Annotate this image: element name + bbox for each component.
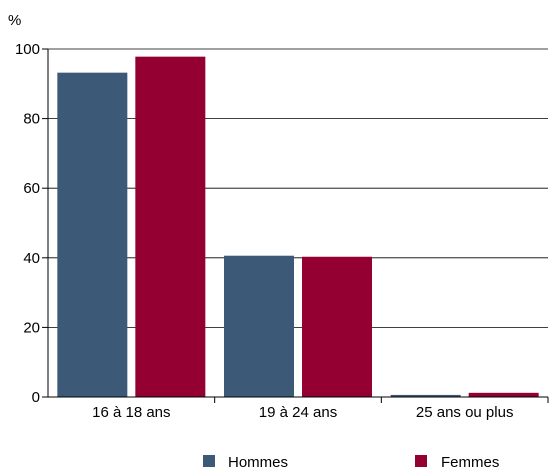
y-axis-unit-label: % [8, 12, 21, 29]
y-tick-label: 60 [23, 180, 40, 197]
x-tick-label: 25 ans ou plus [416, 404, 514, 421]
bar-hommes-2 [224, 255, 294, 397]
x-tick-label: 19 à 24 ans [259, 404, 337, 421]
legend-label-femmes: Femmes [441, 454, 499, 471]
legend: Hommes Femmes [203, 454, 499, 471]
y-tick-label: 40 [23, 250, 40, 267]
legend-label-hommes: Hommes [228, 454, 288, 471]
bar-hommes-3 [390, 394, 461, 397]
bar-femmes-3 [468, 392, 539, 397]
x-tick-label: 16 à 18 ans [92, 404, 170, 421]
bar-femmes-2 [302, 256, 372, 397]
x-axis-ticks: 16 à 18 ans 19 à 24 ans 25 ans ou plus [92, 397, 549, 421]
y-tick-label: 100 [15, 41, 40, 58]
gridlines [48, 48, 548, 328]
y-axis-ticks: 0 20 40 60 80 100 [15, 41, 48, 406]
y-tick-label: 0 [32, 389, 40, 406]
legend-swatch-hommes [203, 455, 215, 467]
y-tick-label: 80 [23, 111, 40, 128]
bar-femmes-1 [135, 56, 206, 397]
legend-swatch-femmes [415, 455, 427, 467]
bars [57, 56, 539, 397]
bar-hommes-1 [57, 72, 128, 397]
y-tick-label: 20 [23, 319, 40, 336]
